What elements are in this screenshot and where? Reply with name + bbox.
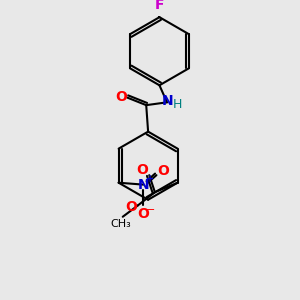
Text: O: O	[137, 207, 149, 221]
Text: O: O	[125, 200, 137, 214]
Text: N: N	[137, 178, 149, 192]
Text: −: −	[146, 205, 155, 215]
Text: O: O	[157, 164, 169, 178]
Text: O: O	[116, 90, 127, 104]
Text: F: F	[155, 0, 164, 12]
Text: +: +	[146, 174, 154, 184]
Text: H: H	[173, 98, 182, 111]
Text: N: N	[162, 94, 174, 108]
Text: O: O	[137, 164, 148, 177]
Text: CH₃: CH₃	[110, 219, 131, 229]
